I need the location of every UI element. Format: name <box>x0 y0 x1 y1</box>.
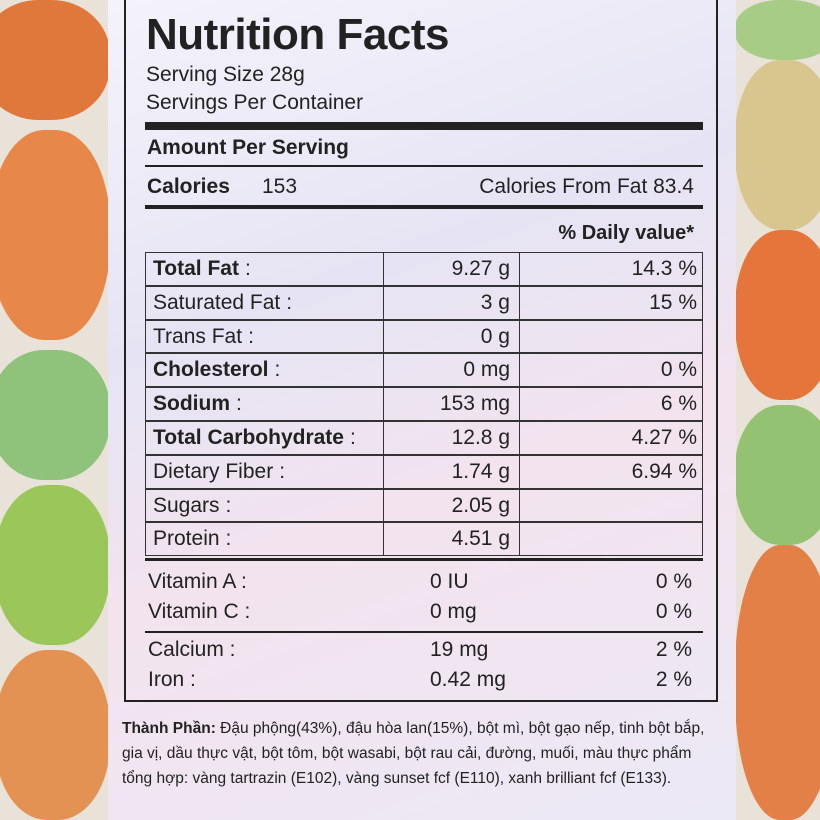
nutrient-sep: : <box>236 392 242 416</box>
nutrient-dv: 0 % <box>660 358 697 382</box>
row-cell <box>519 285 703 320</box>
nutrient-name: Protein <box>153 527 220 551</box>
vitamin-name: Calcium : <box>148 638 236 661</box>
title: Nutrition Facts <box>146 10 449 59</box>
vitamin-amount: 0 IU <box>430 570 469 593</box>
row-cell <box>519 421 703 455</box>
nutrient-amount: 153 mg <box>439 392 510 416</box>
snack <box>0 0 110 120</box>
row-cell <box>519 252 703 286</box>
nutrient-amount: 1.74 g <box>451 459 510 483</box>
vitamin-dv: 2 % <box>655 638 692 661</box>
nutrient-sep: : <box>244 257 251 280</box>
amount-per-serving: Amount Per Serving <box>147 136 349 159</box>
nutrient-amount: 0 g <box>480 324 510 348</box>
nutrient-name: Saturated Fat <box>153 290 281 314</box>
nutrient-sep: : <box>279 459 286 483</box>
vitamin-dv: 0 % <box>655 570 692 593</box>
nutrient-dv: 6.94 % <box>631 459 697 483</box>
snack <box>735 0 820 60</box>
label-panel <box>108 0 736 820</box>
snack <box>0 350 110 480</box>
nutrient-amount: 3 g <box>480 290 510 314</box>
ingredients-label: Thành Phần: <box>122 720 216 737</box>
calories-label: Calories <box>147 175 230 198</box>
nutrient-name: Total Fat <box>153 257 239 280</box>
row-cell <box>519 522 703 557</box>
nutrient-name: Dietary Fiber <box>153 459 274 483</box>
nutrient-dv: 15 % <box>649 290 697 314</box>
nutrient-dv: 14.3 % <box>631 257 697 280</box>
snack <box>0 485 110 645</box>
nutrient-sep: : <box>225 527 232 551</box>
nutrient-name: Sodium <box>153 392 230 416</box>
nutrient-sep: : <box>349 426 356 449</box>
row-cell <box>519 454 703 489</box>
daily-value-header: % Daily value* <box>558 222 694 244</box>
row-cell <box>519 353 703 388</box>
calories-from-fat: Calories From Fat 83.4 <box>479 175 694 198</box>
nutrient-name: Total Carbohydrate <box>153 426 344 449</box>
nutrient-sep: : <box>286 290 293 314</box>
calories-value: 153 <box>262 175 298 198</box>
nutrient-name: Sugars <box>153 493 220 517</box>
nutrient-amount: 2.05 g <box>451 493 510 517</box>
snack <box>735 545 820 820</box>
snack <box>0 130 110 340</box>
nutrient-sep: : <box>274 358 281 382</box>
row-cell <box>519 319 703 354</box>
nutrient-dv: 6 % <box>660 392 697 416</box>
rule <box>145 558 703 561</box>
nutrient-amount: 4.51 g <box>451 527 510 551</box>
vitamin-amount: 0 mg <box>430 600 477 623</box>
servings-per-container: Servings Per Container <box>146 91 364 114</box>
snack <box>0 650 110 820</box>
nutrient-sep: : <box>225 493 232 517</box>
vitamin-amount: 0.42 mg <box>430 668 506 691</box>
ingredients: Thành Phần: Đậu phộng(43%), đậu hòa lan(… <box>122 716 722 791</box>
vitamin-name: Vitamin A : <box>148 570 247 593</box>
nutrient-amount: 0 mg <box>463 358 510 382</box>
rule <box>145 122 703 130</box>
snack <box>735 405 820 545</box>
nutrient-name: Trans Fat <box>153 324 243 348</box>
nutrition-box <box>124 0 718 702</box>
rule <box>145 631 703 633</box>
serving-size: Serving Size 28g <box>146 63 305 86</box>
vitamin-name: Iron : <box>148 668 196 691</box>
nutrient-sep: : <box>248 324 254 348</box>
nutrient-amount: 12.8 g <box>451 426 510 449</box>
snack <box>735 60 820 230</box>
rule <box>145 205 703 209</box>
vitamin-dv: 0 % <box>655 600 692 623</box>
vitamin-dv: 2 % <box>655 668 692 691</box>
nutrient-amount: 9.27 g <box>451 257 510 280</box>
snack <box>735 230 820 400</box>
nutrient-dv: 4.27 % <box>631 426 697 449</box>
rule <box>145 165 703 167</box>
nutrient-name: Cholesterol <box>153 358 269 382</box>
ingredients-text: Đậu phộng(43%), đậu hòa lan(15%), bột mì… <box>122 720 705 787</box>
row-cell <box>519 488 703 523</box>
row-cell <box>519 387 703 421</box>
vitamin-name: Vitamin C : <box>148 600 251 623</box>
vitamin-amount: 19 mg <box>430 638 489 661</box>
